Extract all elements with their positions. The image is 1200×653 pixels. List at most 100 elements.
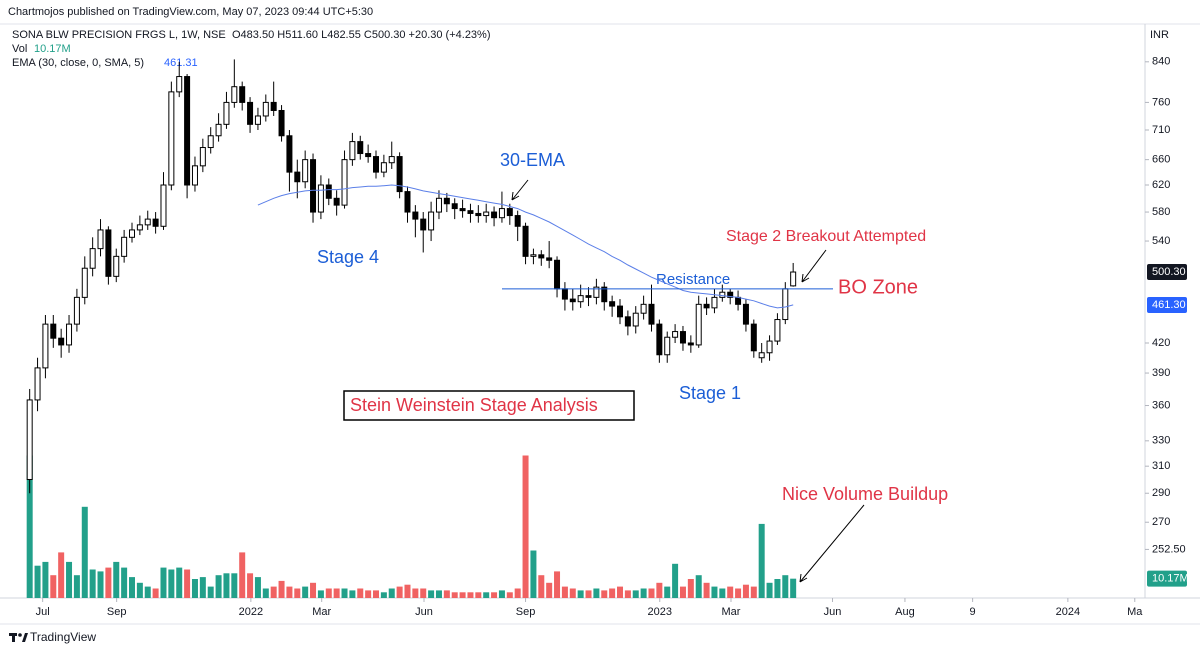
volume-bar [113, 561, 120, 598]
volume-bar [451, 592, 458, 598]
volume-label: 10.17M [1152, 573, 1189, 585]
candle-body [373, 156, 380, 173]
volume-bar [184, 569, 191, 598]
y-tick-label: 360 [1152, 399, 1170, 411]
candle-body [640, 303, 647, 314]
volume-bar [782, 575, 789, 598]
x-tick-label: 2023 [648, 606, 672, 618]
candle-body [97, 229, 104, 250]
candle-body [758, 352, 765, 359]
candle-body [388, 156, 395, 164]
volume-bar [388, 588, 395, 598]
candle-body [349, 141, 356, 161]
candle-body [199, 147, 206, 167]
volume-bar [199, 577, 206, 598]
volume-bar [585, 590, 592, 598]
volume-bar [97, 571, 104, 598]
resistance-label: Resistance [656, 271, 730, 288]
volume-bar [294, 588, 301, 598]
candle-body [790, 271, 797, 287]
volume-bar [554, 571, 561, 598]
volume-bar [302, 586, 309, 598]
volume-bar [459, 592, 466, 598]
candle-body [554, 259, 561, 290]
candle-body [168, 91, 175, 186]
volume-bar [420, 588, 427, 598]
candle-body [766, 340, 773, 354]
candle-body [42, 323, 49, 369]
annotation: 30-EMA [500, 150, 565, 170]
volume-bar [231, 573, 238, 598]
y-tick-label: 290 [1152, 487, 1170, 499]
candle-body [593, 286, 600, 298]
candle-body [506, 208, 513, 217]
annotation: Stage 4 [317, 247, 379, 267]
volume-bar [719, 588, 726, 598]
y-tick-label: 840 [1152, 56, 1170, 68]
candle-body [396, 156, 403, 193]
volume-bar [247, 573, 254, 598]
candle-body [475, 212, 482, 217]
candle-body [89, 248, 96, 269]
x-tick-label: Ma [1127, 606, 1143, 618]
candle-body [679, 331, 686, 344]
volume-bar [703, 582, 710, 598]
candle-body [160, 184, 167, 227]
symbol: SONA BLW PRECISION FRGS L, 1W, NSE [12, 29, 226, 41]
y-tick-label: 270 [1152, 516, 1170, 528]
candle-body [294, 171, 301, 183]
candle-body [191, 165, 198, 186]
candle-body [81, 267, 88, 298]
footer-brand: TradingView [30, 630, 96, 644]
volume-bar [664, 586, 671, 598]
volume-bar [341, 588, 348, 598]
volume-bar [609, 588, 616, 598]
volume-bar [514, 588, 521, 598]
x-tick-label: Sep [107, 606, 127, 618]
y-tick-label: 660 [1152, 154, 1170, 166]
volume-bar [467, 592, 474, 598]
candle-body [601, 286, 608, 303]
volume-bar [656, 582, 663, 598]
candle-body [687, 342, 694, 346]
volume-bar [176, 567, 183, 598]
candle-body [144, 218, 151, 226]
candle-body [34, 367, 41, 401]
candle-body [302, 159, 309, 183]
last-price-label: 500.30 [1152, 266, 1186, 278]
volume-bar [617, 586, 624, 598]
volume-bar [215, 575, 222, 598]
volume-bar [561, 586, 568, 598]
volume-bar [396, 586, 403, 598]
candle-body [254, 115, 261, 125]
volume-bar [191, 579, 198, 598]
candle-body [215, 123, 222, 137]
ema-price-label: 461.30 [1152, 299, 1186, 311]
volume-bar [144, 586, 151, 598]
volume-bar [207, 586, 214, 598]
candle-body [727, 291, 734, 298]
candle-body [648, 303, 655, 325]
candle-body [380, 162, 387, 173]
ema-legend-value: 461.31 [164, 57, 198, 69]
candle-body [239, 86, 246, 103]
volume-bar [538, 575, 545, 598]
candle-body [585, 295, 592, 298]
candle-body [742, 303, 749, 325]
candle-body [443, 197, 450, 205]
volume-bar [546, 582, 553, 598]
volume-bar [380, 592, 387, 598]
volume-bar [735, 588, 742, 598]
ema-line [257, 184, 794, 309]
candle-body [711, 296, 718, 309]
y-tick-label: 710 [1152, 124, 1170, 136]
volume-bar [498, 590, 505, 598]
volume-bar [404, 584, 411, 598]
candle-body [341, 159, 348, 206]
y-tick-label: 620 [1152, 179, 1170, 191]
candle-body [66, 323, 73, 346]
candle-body [333, 197, 340, 206]
candle-body [538, 254, 545, 259]
